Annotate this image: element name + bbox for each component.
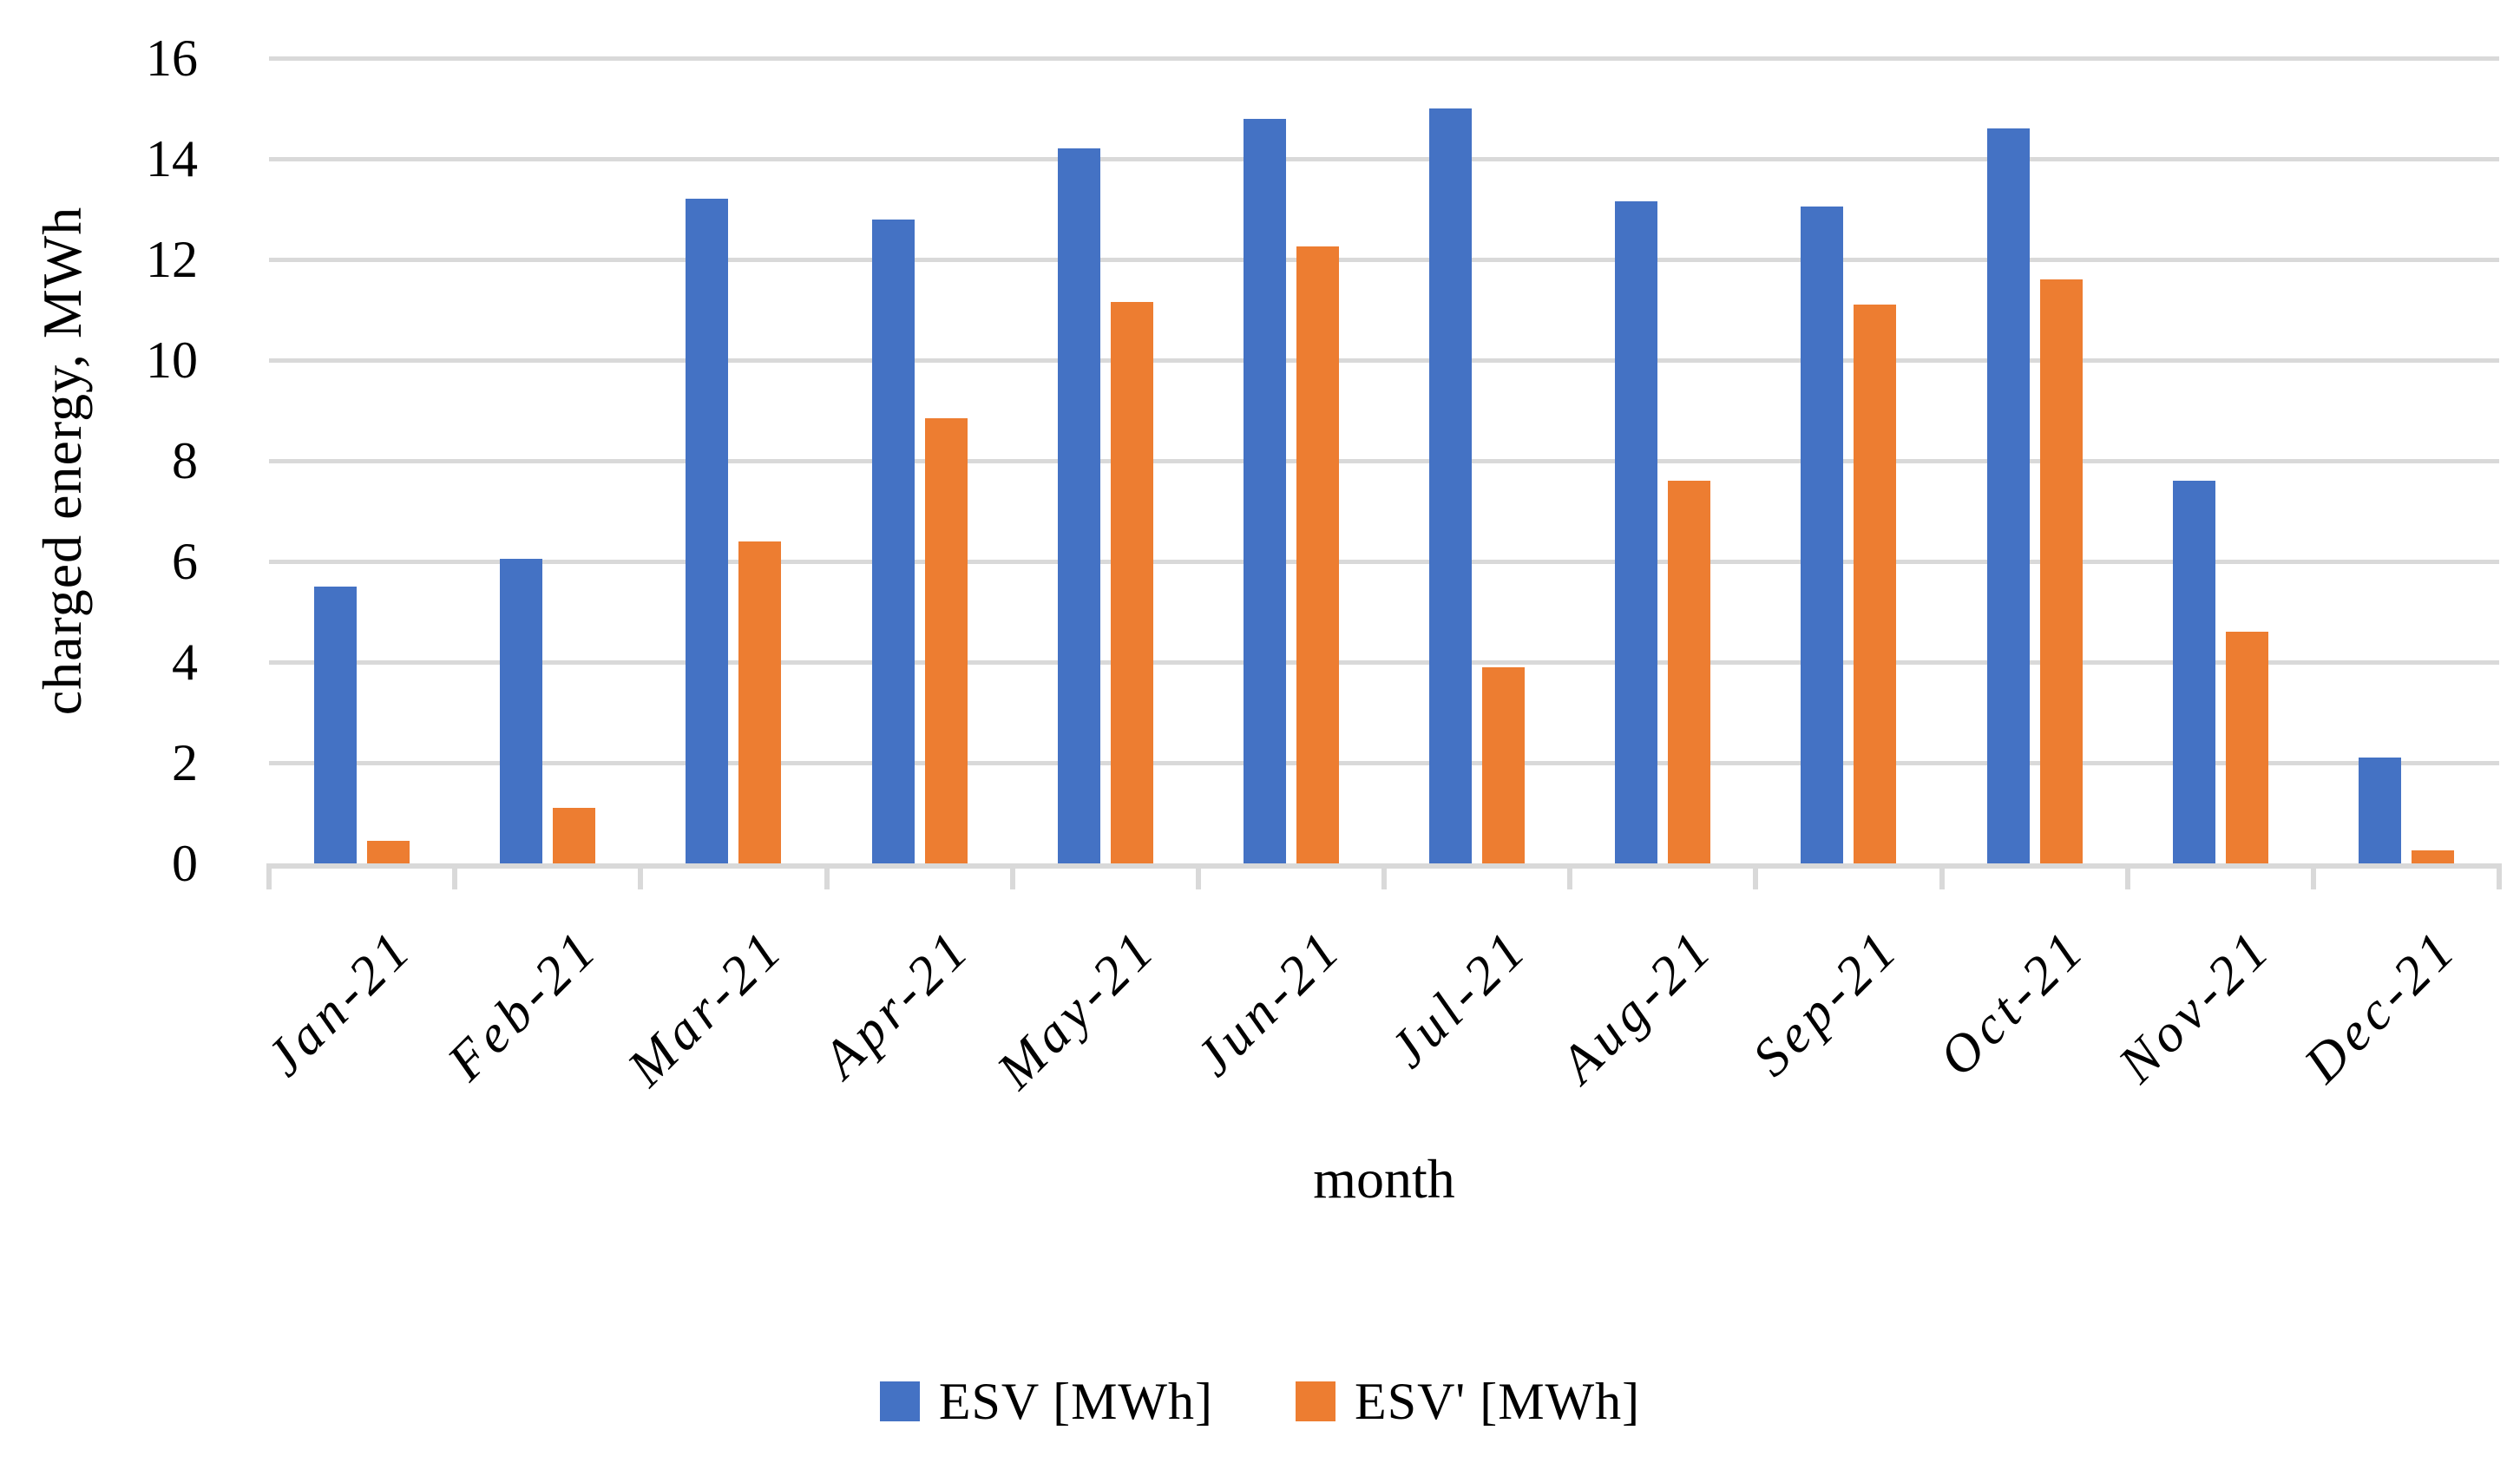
gridline-y-6 xyxy=(269,560,2499,564)
y-tick-label-2: 2 xyxy=(172,734,198,791)
x-axis-tick-8 xyxy=(1753,863,1758,889)
legend-label-esv-prime: ESV' [MWh] xyxy=(1355,1372,1641,1430)
bar-esv-may-21 xyxy=(1058,148,1100,863)
gridline-y-10 xyxy=(269,358,2499,363)
x-axis-tick-9 xyxy=(1939,863,1945,889)
x-axis-tick-3 xyxy=(824,863,830,889)
x-axis-tick-1 xyxy=(452,863,457,889)
y-tick-label-14: 14 xyxy=(146,130,198,187)
gridline-y-2 xyxy=(269,761,2499,765)
y-tick-label-6: 6 xyxy=(172,533,198,590)
bar-esv-prime-dec-21 xyxy=(2412,850,2454,863)
bar-esv-nov-21 xyxy=(2173,481,2215,863)
gridline-y-16 xyxy=(269,56,2499,61)
bar-esv-prime-jun-21 xyxy=(1296,246,1339,863)
bar-esv-prime-mar-21 xyxy=(738,541,781,863)
x-axis-tick-5 xyxy=(1196,863,1201,889)
x-axis-title: month xyxy=(1313,1148,1455,1210)
legend-item-esv: ESV [MWh] xyxy=(879,1372,1214,1432)
legend-swatch-esv-icon xyxy=(879,1381,920,1421)
x-axis-tick-4 xyxy=(1010,863,1015,889)
bar-esv-jul-21 xyxy=(1429,108,1472,863)
y-tick-label-12: 12 xyxy=(146,231,198,288)
legend-label-esv: ESV [MWh] xyxy=(938,1372,1214,1430)
legend: ESV [MWh] ESV' [MWh] xyxy=(0,1369,2520,1433)
bar-esv-prime-may-21 xyxy=(1111,302,1153,863)
bar-esv-prime-oct-21 xyxy=(2040,279,2083,863)
legend-item-esv-prime: ESV' [MWh] xyxy=(1296,1372,1640,1432)
bar-esv-prime-jul-21 xyxy=(1482,667,1525,863)
gridline-y-12 xyxy=(269,258,2499,262)
bar-esv-mar-21 xyxy=(686,199,728,863)
bar-esv-prime-nov-21 xyxy=(2226,632,2268,863)
y-tick-label-16: 16 xyxy=(146,30,198,87)
x-axis-tick-11 xyxy=(2311,863,2316,889)
x-axis-tick-0 xyxy=(266,863,272,889)
y-tick-label-0: 0 xyxy=(172,835,198,892)
bar-esv-dec-21 xyxy=(2359,758,2401,863)
bar-esv-jun-21 xyxy=(1244,119,1286,863)
bar-esv-prime-sep-21 xyxy=(1854,305,1896,863)
bar-esv-prime-apr-21 xyxy=(925,418,968,863)
bar-esv-prime-aug-21 xyxy=(1668,481,1710,863)
bar-esv-aug-21 xyxy=(1615,201,1657,863)
x-axis-tick-6 xyxy=(1381,863,1387,889)
x-axis-tick-10 xyxy=(2125,863,2130,889)
bar-esv-oct-21 xyxy=(1987,128,2030,863)
bar-esv-jan-21 xyxy=(314,587,357,863)
y-tick-label-4: 4 xyxy=(172,633,198,691)
gridline-y-14 xyxy=(269,157,2499,161)
gridline-y-4 xyxy=(269,660,2499,665)
x-axis-tick-7 xyxy=(1567,863,1572,889)
x-axis-tick-12 xyxy=(2497,863,2502,889)
legend-swatch-esv-prime-icon xyxy=(1296,1381,1336,1421)
bar-esv-apr-21 xyxy=(872,220,915,863)
x-axis-tick-2 xyxy=(638,863,643,889)
bar-esv-sep-21 xyxy=(1801,207,1843,863)
y-tick-label-8: 8 xyxy=(172,432,198,489)
bar-esv-prime-feb-21 xyxy=(553,808,595,863)
bar-esv-prime-jan-21 xyxy=(367,841,410,863)
bar-esv-feb-21 xyxy=(500,559,542,863)
y-tick-label-10: 10 xyxy=(146,331,198,389)
gridline-y-8 xyxy=(269,459,2499,463)
